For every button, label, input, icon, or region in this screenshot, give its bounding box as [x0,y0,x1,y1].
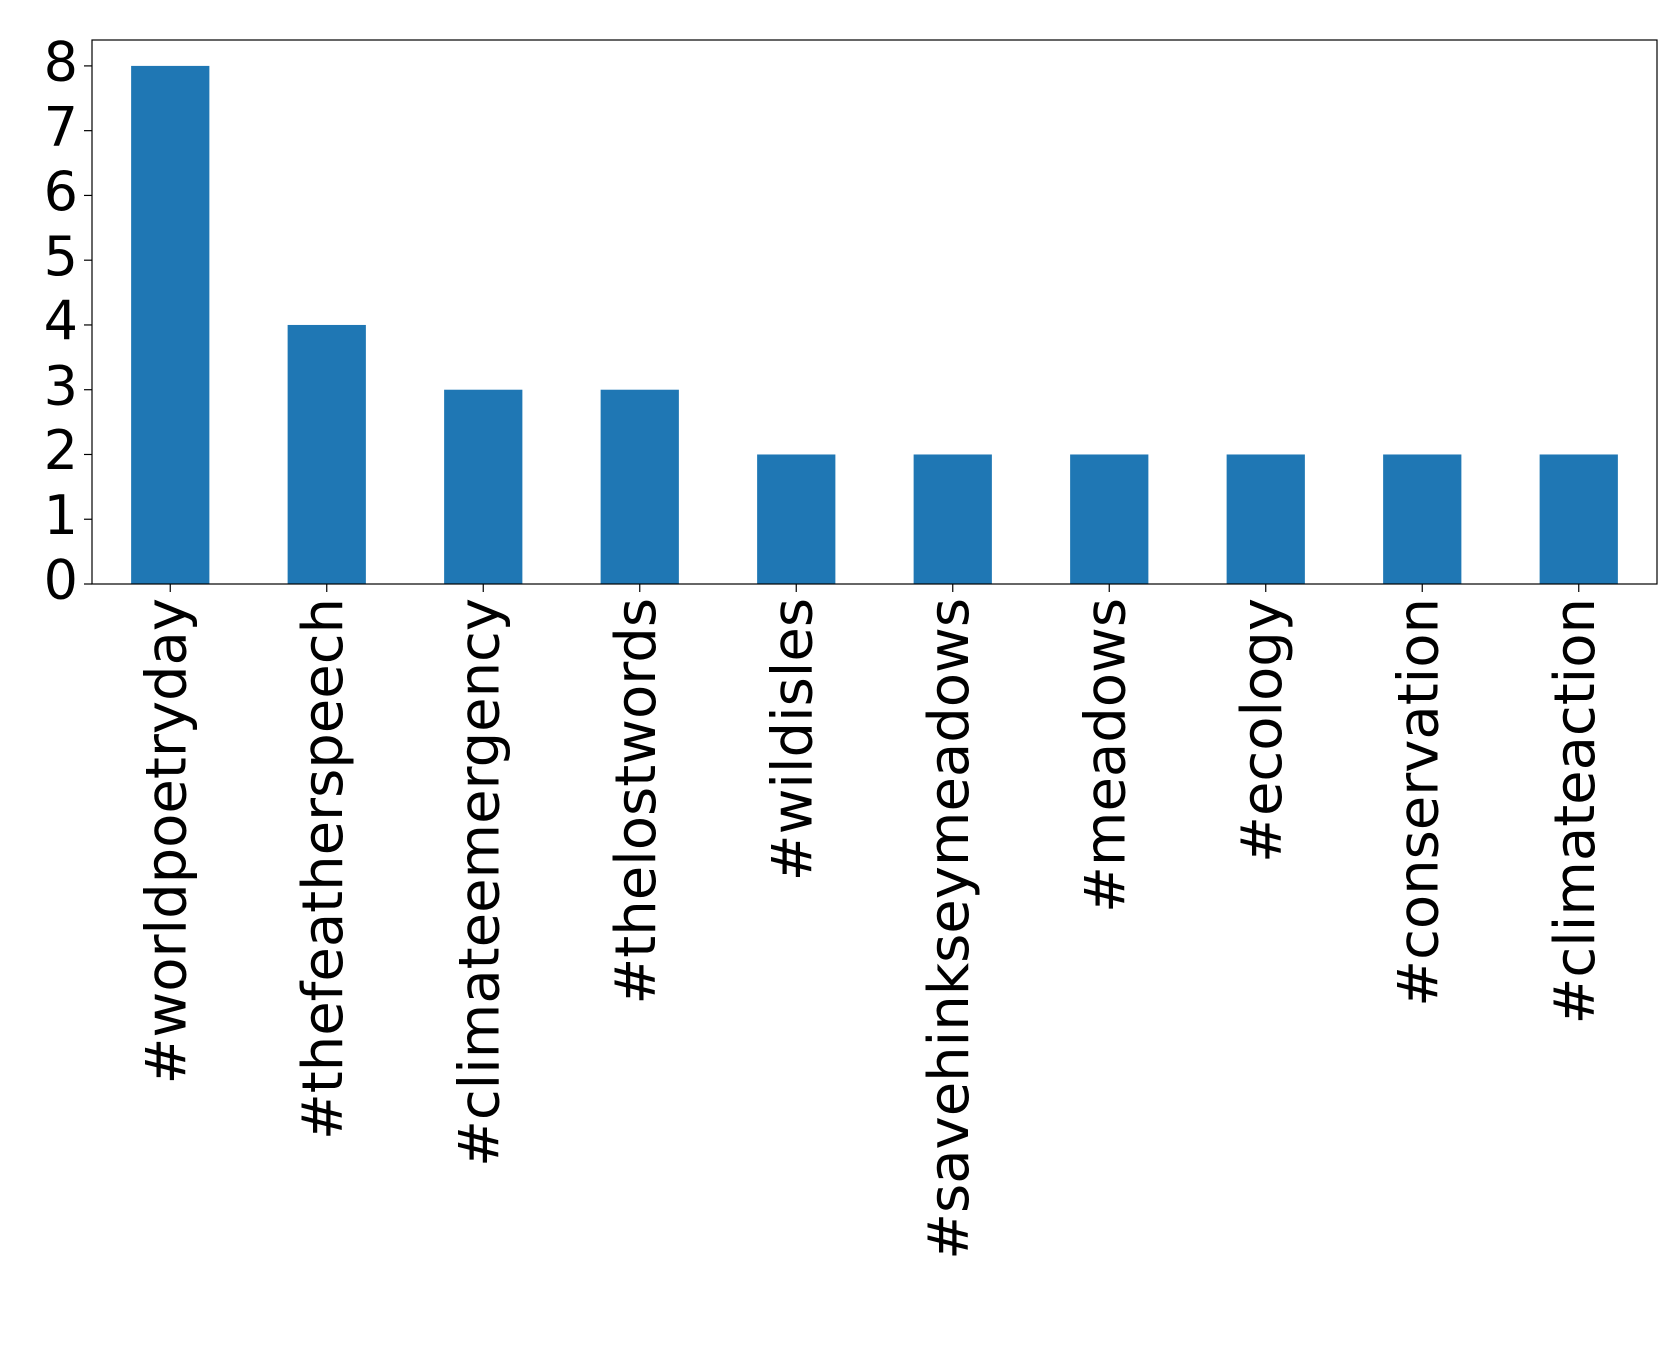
plot-frame [91,39,1658,585]
y-tick-label: 3 [44,354,78,417]
x-tick-label: #conservation [1386,598,1451,1007]
bar [131,65,210,584]
bar [1539,454,1618,584]
y-tick-label: 5 [44,225,78,288]
x-tick-label: #worldpoetryday [134,598,199,1085]
y-tick-label: 2 [44,419,78,482]
y-tick-label: 7 [44,95,78,158]
bar [757,454,836,584]
x-tick-label: #thefeatherspeech [291,598,356,1140]
x-tick-label: #thelostwords [604,598,669,1005]
x-tick-label: #meadows [1073,598,1138,913]
bar [600,389,679,584]
bar [444,389,523,584]
bar [1070,454,1149,584]
x-tick-label: #wildisles [760,598,825,881]
y-tick-label: 4 [44,290,78,353]
y-tick-label: 8 [44,31,78,94]
bar [1226,454,1305,584]
bar [287,324,366,584]
y-tick-label: 6 [44,160,78,223]
x-tick-label: #ecology [1230,598,1295,863]
y-tick-label: 0 [44,549,78,612]
bar [913,454,992,584]
x-tick-label: #savehinkseymeadows [917,598,982,1260]
y-tick-label: 1 [44,484,78,547]
x-tick-label: #climateemergency [447,598,512,1167]
x-tick-label: #climateaction [1543,598,1608,1024]
bar [1383,454,1462,584]
